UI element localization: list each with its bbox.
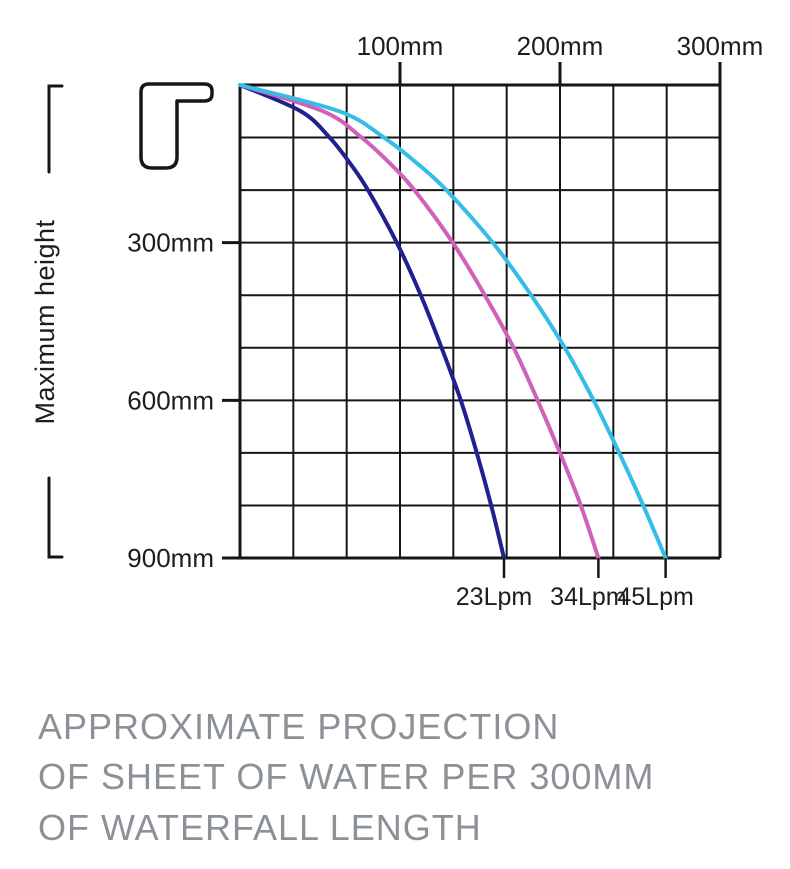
- flow-rate-label: 45Lpm: [617, 583, 693, 611]
- flow-rate-label: 23Lpm: [456, 583, 532, 611]
- dimension-bracket-bottom: [47, 476, 64, 559]
- projection-chart: Maximum height 100mm 200mm 300mm 300mm 600mm…: [30, 31, 763, 611]
- curve-45Lpm: [238, 83, 668, 560]
- caption: APPROXIMATE PROJECTION OF SHEET OF WATER…: [38, 702, 654, 853]
- caption-line-3: OF WATERFALL LENGTH: [38, 806, 482, 848]
- caption-line-2: OF SHEET OF WATER PER 300MM: [38, 756, 655, 798]
- flow-rate-label: 34Lpm: [550, 583, 626, 611]
- y-axis-tick-label: 600mm: [127, 385, 214, 415]
- curve-23Lpm: [238, 83, 506, 560]
- dimension-bracket-top: [47, 84, 64, 174]
- curve-34Lpm: [238, 83, 601, 560]
- y-axis-tick-label: 300mm: [127, 228, 214, 258]
- x-axis-tick-label: 300mm: [677, 31, 764, 61]
- x-axis-tick-label: 200mm: [517, 31, 604, 61]
- x-axis-tick-label: 100mm: [357, 31, 444, 61]
- chart-plot: 100mm 200mm 300mm 300mm 600mm 900mm 23Lpm 34Lpm…: [127, 31, 763, 611]
- spout-profile-icon: [139, 82, 214, 170]
- y-axis-title: Maximum height: [30, 219, 60, 424]
- caption-line-1: APPROXIMATE PROJECTION: [38, 706, 560, 747]
- y-axis-tick-label: 900mm: [127, 543, 214, 573]
